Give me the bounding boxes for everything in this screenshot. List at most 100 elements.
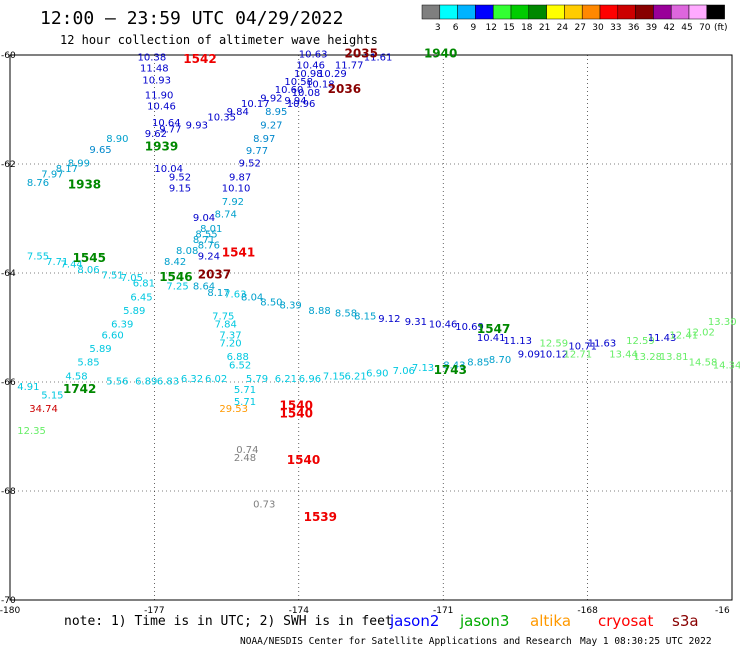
wave-height-value: 10.46 <box>147 102 176 113</box>
wave-height-value: 10.08 <box>292 88 321 99</box>
wave-height-value: 6.83 <box>157 377 179 388</box>
legend-swatch <box>510 4 530 20</box>
wave-height-value: 8.06 <box>77 265 99 276</box>
wave-height-value: 8.08 <box>176 246 198 257</box>
wave-height-value: 8.43 <box>443 360 465 371</box>
pass-time-label: 1939 <box>145 139 178 153</box>
wave-height-value: 12.02 <box>686 328 715 339</box>
wave-height-value: 8.39 <box>280 300 302 311</box>
lon-tick-label: -168 <box>577 606 598 616</box>
wave-height-value: 8.42 <box>164 257 186 268</box>
footer-credit: NOAA/NESDIS Center for Satellite Applica… <box>240 636 572 647</box>
wave-height-value: 10.60 <box>275 85 304 96</box>
legend-swatch <box>617 4 636 20</box>
wave-height-value: 12.41 <box>669 330 698 341</box>
wave-height-value: 6.21 <box>275 374 297 385</box>
wave-height-value: 11.48 <box>140 63 169 74</box>
wave-height-value: 13.81 <box>660 352 689 363</box>
color-legend: 3 6 9 12 15 18 21 24 27 30 33 36 39 42 45 70 (ft) <box>421 4 728 33</box>
axis-ticks: -180 -177 -174 -171 -168 -16 -60 -62 -64 -66 -68 -7… <box>0 51 730 616</box>
satellite-name-altika: altika <box>530 612 571 630</box>
wave-height-value: 7.75 <box>212 311 234 322</box>
wave-height-value: 10.41 <box>477 333 506 344</box>
wave-height-value: 11.77 <box>335 61 364 72</box>
wave-height-value: 8.88 <box>308 306 330 317</box>
wave-height-value: 7.25 <box>166 281 188 292</box>
wave-height-value: 7.05 <box>121 273 143 284</box>
wave-height-value: 6.90 <box>366 369 388 380</box>
legend-label: 21 <box>539 23 550 33</box>
wave-height-value: 6.02 <box>205 374 227 385</box>
wave-height-value: 12.59 <box>626 336 655 347</box>
legend-swatch <box>421 4 441 20</box>
wave-height-value: 10.46 <box>429 320 458 331</box>
wave-height-value: 12.59 <box>539 339 568 350</box>
map-title: 12:00 – 23:59 UTC 04/29/2022 <box>40 8 343 29</box>
time-label-layer: 1542 2035 1940 2036 1939 1938 1545 1541 1546 2037… <box>63 47 510 524</box>
legend-label: 45 <box>681 23 692 33</box>
wave-height-value: 8.17 <box>207 288 229 299</box>
legend-swatch <box>564 4 583 20</box>
wave-height-value: 10.71 <box>568 341 597 352</box>
legend-swatch <box>599 4 619 20</box>
wave-height-value: 10.64 <box>152 118 181 129</box>
wave-height-value: 0.74 <box>236 445 258 456</box>
footer-note: note: 1) Time is in UTC; 2) SWH is in fe… <box>64 614 393 629</box>
wave-height-value: 9.62 <box>145 129 167 140</box>
wave-height-value: 14.34 <box>713 360 740 371</box>
legend-swatch <box>492 4 512 20</box>
legend-unit: (ft) <box>714 23 728 33</box>
wave-height-value: 8.17 <box>56 164 78 175</box>
wave-height-value: 8.76 <box>198 240 220 251</box>
legend-swatch <box>475 4 494 20</box>
plot-frame <box>9 54 733 601</box>
wave-height-value: 9.77 <box>159 124 181 135</box>
wave-height-value: 7.51 <box>101 270 123 281</box>
footer-timestamp: May 1 08:30:25 UTC 2022 <box>580 636 712 647</box>
wave-height-value: 9.52 <box>169 172 191 183</box>
pass-time-label: 1940 <box>424 47 457 61</box>
lat-lon-grid <box>10 55 732 600</box>
map-subtitle: 12 hour collection of altimeter wave hei… <box>60 33 378 47</box>
wave-height-value: 8.64 <box>193 281 215 292</box>
wave-height-value: 9.15 <box>169 183 191 194</box>
pass-time-label: 1539 <box>304 510 337 524</box>
wave-height-value: 6.89 <box>135 377 157 388</box>
satellite-legend: jason2 jason3 altika cryosat s3a <box>389 612 699 630</box>
wave-height-value: 5.56 <box>106 377 128 388</box>
wave-height-value: 4.58 <box>65 371 87 382</box>
legend-swatch <box>688 4 708 20</box>
wave-height-value: 8.74 <box>215 209 237 220</box>
wave-height-value: 10.38 <box>138 52 167 63</box>
legend-label: 12 <box>485 23 496 33</box>
legend-label: 70 <box>699 23 711 33</box>
wave-height-value: 5.85 <box>77 358 99 369</box>
wave-height-value: 9.24 <box>198 251 220 262</box>
legend-swatch <box>653 4 672 20</box>
wave-height-value: 7.15 <box>323 371 345 382</box>
wave-height-value: 10.10 <box>222 183 251 194</box>
wave-height-value: 8.55 <box>195 230 217 241</box>
wave-height-value: 7.37 <box>219 330 241 341</box>
lat-tick-label: -62 <box>1 160 16 170</box>
legend-swatch <box>635 4 654 20</box>
wave-height-value: 9.27 <box>260 121 282 132</box>
legend-swatch <box>546 4 565 20</box>
wave-height-value: 8.71 <box>193 235 215 246</box>
wave-height-value: 7.92 <box>222 197 244 208</box>
pass-time-label: 1938 <box>68 178 101 192</box>
wave-height-value: 7.55 <box>27 251 49 262</box>
wave-height-value: 8.99 <box>68 159 90 170</box>
pass-time-label: 1546 <box>159 270 192 284</box>
wave-height-value: 9.93 <box>186 121 208 132</box>
wave-height-value: 9.84 <box>227 107 249 118</box>
wave-height-value: 9.94 <box>284 96 306 107</box>
lon-tick-label: -171 <box>433 606 453 616</box>
wave-height-value: 10.04 <box>154 164 183 175</box>
legend-swatch <box>706 4 725 20</box>
wave-height-value: 8.95 <box>265 107 287 118</box>
satellite-name-s3a: s3a <box>672 612 699 630</box>
wave-height-value: 10.93 <box>142 75 171 86</box>
